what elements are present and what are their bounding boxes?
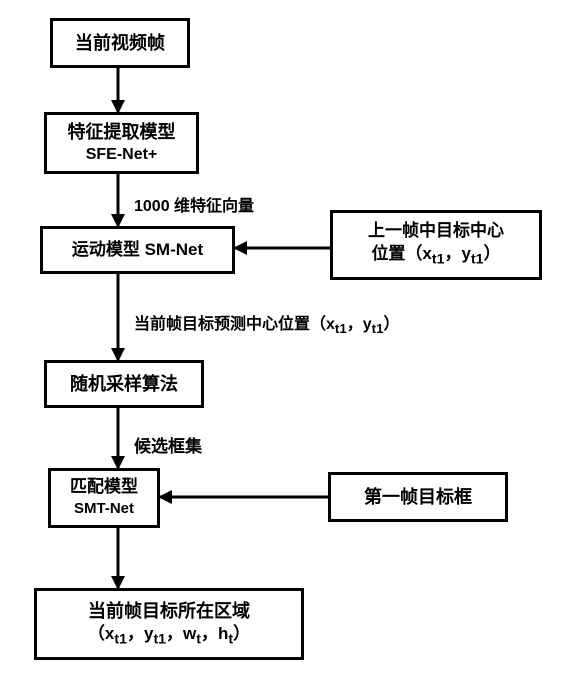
node-sublabel: SFE-Net+ (86, 144, 158, 166)
node-sublabel: （xt1，yt1，wt，ht） (88, 623, 250, 650)
flowchart-node-n6: 匹配模型SMT-Net (48, 468, 160, 528)
node-label: 当前视频帧 (75, 31, 165, 55)
flowchart-node-n1: 当前视频帧 (50, 18, 190, 68)
arrows-layer (0, 0, 581, 689)
flowchart-node-n5: 随机采样算法 (44, 360, 204, 408)
flowchart-node-n8: 当前帧目标所在区域（xt1，yt1，wt，ht） (34, 588, 304, 660)
node-label: 当前帧目标所在区域 (88, 599, 250, 623)
node-sublabel: 位置（xt1，yt1） (371, 243, 500, 270)
node-sublabel: SMT-Net (74, 499, 134, 519)
edge-label-e1: 1000 维特征向量 (134, 192, 254, 216)
flowchart-node-n7: 第一帧目标框 (328, 472, 508, 522)
node-label: 特征提取模型 (68, 120, 176, 144)
flowchart-node-n4: 上一帧中目标中心位置（xt1，yt1） (330, 210, 542, 280)
node-label: 匹配模型 (70, 476, 138, 499)
node-label: 运动模型 SM-Net (72, 239, 203, 262)
flowchart-node-n3: 运动模型 SM-Net (40, 226, 235, 274)
node-label: 随机采样算法 (70, 372, 178, 396)
edge-label-e2: 当前帧目标预测中心位置（xt1，yt1） (134, 310, 400, 336)
node-label: 第一帧目标框 (364, 485, 472, 509)
edge-label-e3: 候选框集 (134, 432, 202, 457)
flowchart-node-n2: 特征提取模型SFE-Net+ (44, 112, 199, 174)
node-label: 上一帧中目标中心 (368, 220, 504, 243)
